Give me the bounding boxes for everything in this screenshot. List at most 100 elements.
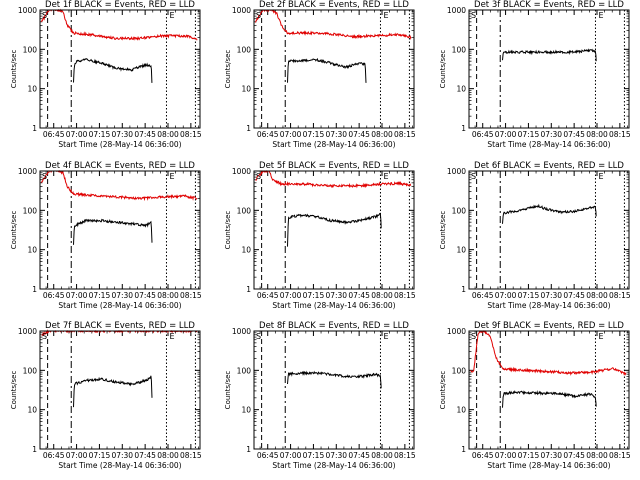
x-tick-label: 07:45 <box>563 130 585 139</box>
y-tick-label: 100 <box>452 366 467 375</box>
x-tick-label: 07:30 <box>325 291 347 300</box>
x-tick-label: 07:15 <box>518 291 540 300</box>
series-line-events <box>287 370 382 389</box>
x-tick-label: 08:15 <box>394 291 416 300</box>
y-tick-label: 10 <box>456 246 466 255</box>
x-tick-label: 08:15 <box>609 130 631 139</box>
y-axis-label: Counts/sec <box>439 211 447 250</box>
x-tick-label: 07:30 <box>325 130 347 139</box>
y-tick-label: 100 <box>452 206 467 215</box>
x-tick-label: 07:30 <box>111 291 133 300</box>
x-tick-label: 07:00 <box>280 291 302 300</box>
panel-title: Det 1f BLACK = Events, RED = LLD <box>45 0 195 10</box>
y-tick-label: 1000 <box>232 6 251 15</box>
x-tick-label: 08:15 <box>180 451 202 460</box>
start-marker-label: S <box>471 172 476 181</box>
y-tick-label: 1 <box>461 124 466 133</box>
panel-title: Det 5f BLACK = Events, RED = LLD <box>259 161 409 171</box>
x-axis-label: Start Time (28-May-14 06:36:00) <box>272 140 395 149</box>
y-tick-label: 1 <box>461 445 466 454</box>
x-tick-label: 08:00 <box>371 451 393 460</box>
end-marker-label: E <box>599 11 604 20</box>
x-tick-label: 07:00 <box>66 291 88 300</box>
x-tick-label: 06:45 <box>257 291 279 300</box>
y-tick-label: 1000 <box>18 6 37 15</box>
panel-det-7: Det 7f BLACK = Events, RED = LLD Start Ti… <box>10 321 202 470</box>
y-tick-label: 1 <box>246 124 251 133</box>
x-axis-label: Start Time (28-May-14 06:36:00) <box>58 301 181 310</box>
x-tick-label: 07:45 <box>134 291 156 300</box>
end-marker-label: E <box>599 172 604 181</box>
x-axis-label: Start Time (28-May-14 06:36:00) <box>272 301 395 310</box>
x-tick-label: 07:45 <box>563 451 585 460</box>
panel-title: Det 7f BLACK = Events, RED = LLD <box>45 321 195 331</box>
x-tick-label: 07:00 <box>66 451 88 460</box>
y-tick-label: 100 <box>237 45 252 54</box>
panel-title: Det 4f BLACK = Events, RED = LLD <box>45 161 195 171</box>
y-tick-label: 10 <box>27 246 37 255</box>
y-tick-label: 100 <box>237 366 252 375</box>
x-tick-label: 07:15 <box>89 130 111 139</box>
x-tick-label: 07:45 <box>134 451 156 460</box>
y-tick-label: 10 <box>241 406 251 415</box>
plot-frame <box>39 170 201 290</box>
x-tick-label: 08:15 <box>180 130 202 139</box>
panel-title: Det 9f BLACK = Events, RED = LLD <box>474 321 624 331</box>
x-tick-label: 08:00 <box>586 291 608 300</box>
x-axis-label: Start Time (28-May-14 06:36:00) <box>487 301 610 310</box>
y-tick-label: 1000 <box>447 167 466 176</box>
y-tick-label: 100 <box>452 45 467 54</box>
x-tick-label: 06:45 <box>472 291 494 300</box>
x-tick-label: 07:30 <box>540 291 562 300</box>
series-line-lld <box>41 170 198 202</box>
x-tick-label: 08:15 <box>394 451 416 460</box>
x-tick-label: 07:30 <box>540 451 562 460</box>
x-tick-label: 06:45 <box>472 451 494 460</box>
y-axis-label: Counts/sec <box>224 50 232 89</box>
x-tick-label: 07:15 <box>89 451 111 460</box>
end-marker-label: E <box>384 332 389 341</box>
plot-frame <box>253 9 415 129</box>
x-tick-label: 06:45 <box>43 291 65 300</box>
x-tick-label: 08:00 <box>157 130 179 139</box>
series-line-lld <box>255 170 412 189</box>
y-tick-label: 1 <box>246 285 251 294</box>
y-tick-label: 1 <box>246 445 251 454</box>
series-line-events <box>502 203 597 224</box>
x-tick-label: 07:15 <box>303 130 325 139</box>
series-line-lld <box>470 330 627 376</box>
series-line-events <box>287 57 367 83</box>
x-tick-label: 07:30 <box>111 451 133 460</box>
start-marker-label: S <box>256 172 261 181</box>
series-line-events <box>287 212 382 247</box>
x-tick-label: 08:00 <box>586 130 608 139</box>
x-tick-label: 08:00 <box>586 451 608 460</box>
end-marker-label: E <box>170 11 175 20</box>
series-line-events <box>73 58 153 83</box>
x-tick-label: 08:15 <box>180 291 202 300</box>
end-marker-label: E <box>384 11 389 20</box>
x-tick-label: 07:15 <box>518 451 540 460</box>
x-tick-label: 07:00 <box>495 451 517 460</box>
y-axis-label: Counts/sec <box>224 211 232 250</box>
x-tick-label: 08:15 <box>394 130 416 139</box>
series-line-events <box>502 389 597 408</box>
panel-det-4: Det 4f BLACK = Events, RED = LLD Start Ti… <box>10 161 202 310</box>
x-tick-label: 06:45 <box>257 130 279 139</box>
y-tick-label: 1 <box>461 285 466 294</box>
x-tick-label: 06:45 <box>257 451 279 460</box>
x-tick-label: 07:45 <box>134 130 156 139</box>
plot-frame <box>253 330 415 450</box>
y-tick-label: 10 <box>27 85 37 94</box>
panel-title: Det 2f BLACK = Events, RED = LLD <box>259 0 409 10</box>
x-axis-label: Start Time (28-May-14 06:36:00) <box>487 140 610 149</box>
y-tick-label: 10 <box>27 406 37 415</box>
x-tick-label: 07:45 <box>348 130 370 139</box>
x-tick-label: 07:00 <box>280 130 302 139</box>
x-tick-label: 07:00 <box>66 130 88 139</box>
x-tick-label: 07:45 <box>563 291 585 300</box>
y-axis-label: Counts/sec <box>10 211 18 250</box>
y-axis-label: Counts/sec <box>439 371 447 410</box>
start-marker-label: S <box>256 332 261 341</box>
